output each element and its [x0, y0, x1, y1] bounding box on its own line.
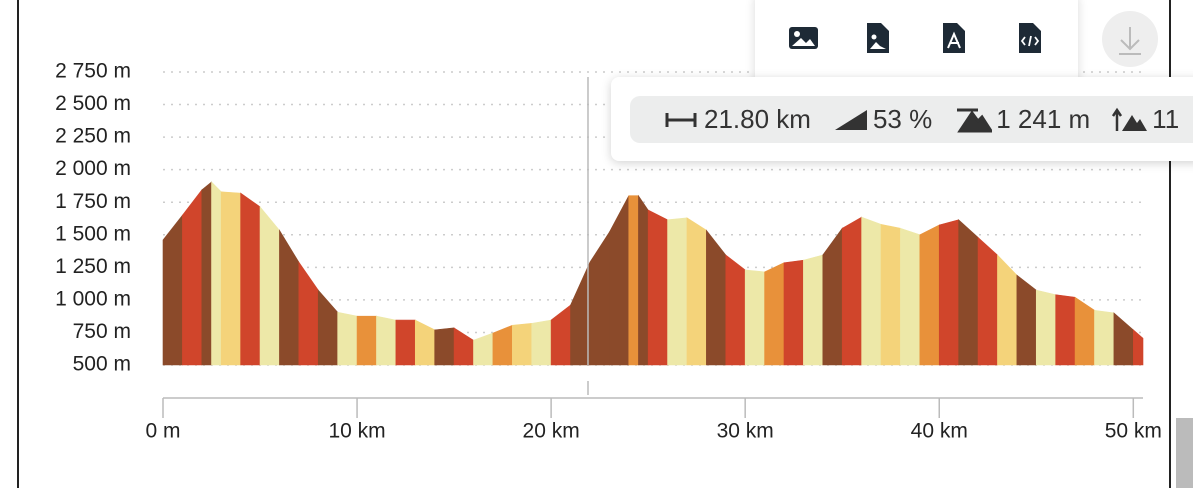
- profile-segment: [938, 219, 959, 366]
- profile-segment: [900, 227, 921, 366]
- distance-icon: [665, 112, 697, 127]
- elevation-max: 1 241 m: [996, 104, 1091, 134]
- profile-segment: [609, 195, 630, 366]
- profile-segment: [725, 254, 746, 366]
- y-tick-label: 750 m: [73, 320, 131, 343]
- stats-bar: 21.80 km 53 % 1 241 m 11: [630, 96, 1193, 143]
- y-tick-label: 2 750 m: [55, 60, 131, 83]
- profile-segment: [686, 217, 707, 366]
- profile-segment: [1094, 309, 1115, 366]
- y-tick-label: 2 000 m: [55, 157, 131, 180]
- y-tick-label: 1 500 m: [55, 222, 131, 245]
- export-menu: [755, 0, 1078, 87]
- profile-segment: [317, 289, 338, 366]
- profile-segment: [211, 181, 222, 366]
- profile-segment: [434, 327, 455, 366]
- profile-segment: [356, 315, 377, 366]
- profile-segment: [570, 262, 591, 366]
- profile-segment: [453, 327, 474, 366]
- profile-segment: [628, 195, 639, 366]
- profile-segment: [958, 219, 979, 366]
- x-tick-label: 0 m: [145, 420, 180, 443]
- distance: 21.80 km: [704, 104, 811, 134]
- profile-segment: [279, 229, 300, 366]
- y-tick-label: 2 250 m: [55, 125, 131, 148]
- profile-segment: [822, 227, 843, 366]
- elevation-gain-icon: [1112, 107, 1148, 131]
- y-tick-label: 500 m: [73, 353, 131, 376]
- x-tick-label: 40 km: [911, 420, 968, 443]
- x-tick-label: 30 km: [717, 420, 774, 443]
- profile-segment: [667, 217, 688, 366]
- profile-segment: [1132, 329, 1144, 366]
- scrollbar[interactable]: [1176, 418, 1193, 488]
- profile-segment: [512, 322, 533, 366]
- profile-segment: [376, 315, 397, 366]
- profile-segment: [492, 324, 513, 366]
- profile-segment: [531, 319, 552, 366]
- profile-segment: [647, 209, 668, 366]
- profile-segment: [997, 254, 1018, 366]
- profile-segment: [240, 192, 261, 366]
- profile-segment: [919, 224, 940, 366]
- download-button[interactable]: [1100, 9, 1160, 69]
- profile-segment: [977, 236, 998, 366]
- profile-segment: [764, 262, 785, 366]
- stats-panel: 21.80 km 53 % 1 241 m 11: [611, 77, 1193, 161]
- profile-segment: [783, 259, 804, 366]
- profile-segment: [162, 214, 183, 366]
- y-tick-label: 1 000 m: [55, 287, 131, 310]
- elevation-gain: 11: [1152, 104, 1180, 134]
- profile-segment: [414, 319, 435, 366]
- export-image-file[interactable]: [867, 23, 889, 53]
- export-code[interactable]: [1019, 23, 1041, 53]
- profile-segment: [803, 254, 824, 366]
- profile-segment: [182, 188, 203, 366]
- slope: 53 %: [872, 104, 933, 134]
- export-icons: [789, 23, 1041, 53]
- profile-segment: [841, 216, 862, 366]
- profile-segment: [473, 332, 494, 366]
- export-pdf[interactable]: [943, 23, 965, 53]
- profile-segment: [861, 216, 882, 366]
- slope-icon: [834, 109, 867, 130]
- x-tick-label: 20 km: [523, 420, 580, 443]
- y-tick-label: 1 750 m: [55, 190, 131, 213]
- profile-segment: [638, 194, 649, 366]
- y-tick-label: 1 250 m: [55, 255, 131, 278]
- profile-segment: [259, 205, 280, 366]
- profile-segment: [201, 181, 212, 366]
- profile-segment: [1113, 312, 1134, 366]
- x-tick-label: 50 km: [1105, 420, 1162, 443]
- profile-segment: [1055, 294, 1076, 366]
- profile-segment: [298, 261, 319, 366]
- elevation-max-icon: [957, 108, 993, 132]
- profile-segment: [220, 191, 241, 366]
- profile-segment: [1074, 296, 1095, 366]
- y-tick-label: 2 500 m: [55, 92, 131, 115]
- profile-segment: [744, 269, 765, 366]
- profile-segment: [395, 319, 416, 366]
- x-tick-label: 10 km: [328, 420, 385, 443]
- profile-segment: [589, 231, 610, 366]
- profile-segment: [706, 229, 727, 366]
- profile-segment: [337, 311, 358, 366]
- profile-segment: [880, 223, 901, 366]
- profile-segment: [1016, 274, 1037, 366]
- export-png[interactable]: [789, 27, 818, 49]
- profile-segment: [1035, 289, 1056, 366]
- profile-segment: [550, 304, 571, 366]
